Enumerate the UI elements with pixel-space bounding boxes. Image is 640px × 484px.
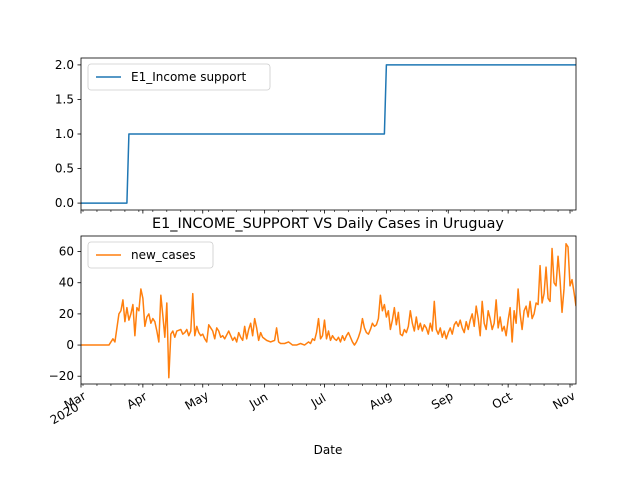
x-axis-label: Date [314, 443, 343, 457]
top-ytick-label: 1.0 [55, 127, 74, 141]
bottom-ytick-label: −20 [49, 369, 74, 383]
top-yaxis: 0.0 0.5 1.0 1.5 2.0 [55, 58, 81, 210]
top-legend-label: E1_Income support [131, 70, 247, 84]
top-ytick-label: 0.0 [55, 196, 74, 210]
top-legend-box [87, 63, 271, 91]
bottom-axes-frame [80, 235, 577, 385]
top-axes-frame [80, 57, 577, 211]
bottom-yaxis: −20 0 20 40 60 [49, 245, 81, 383]
bottom-legend-box [87, 241, 214, 269]
bottom-ytick-label: 60 [59, 245, 74, 259]
bottom-ytick-label: 0 [66, 338, 74, 352]
bottom-xtick-label: Jul [308, 391, 328, 411]
income-support-line [81, 64, 576, 204]
top-ytick-label: 2.0 [55, 58, 74, 72]
bottom-legend: new_cases [87, 241, 214, 269]
new-cases-line [81, 243, 576, 379]
chart-title: E1_INCOME_SUPPORT VS Daily Cases in Urug… [152, 216, 504, 232]
top-ytick-label: 1.5 [55, 92, 74, 106]
top-legend: E1_Income support [87, 63, 271, 91]
bottom-ytick-label: 20 [59, 307, 74, 321]
top-panel: 0.0 0.5 1.0 1.5 2.0 E1_Income support [55, 57, 577, 214]
bottom-legend-label: new_cases [131, 248, 196, 262]
top-ytick-label: 0.5 [55, 162, 74, 176]
bottom-ytick-label: 40 [59, 276, 74, 290]
